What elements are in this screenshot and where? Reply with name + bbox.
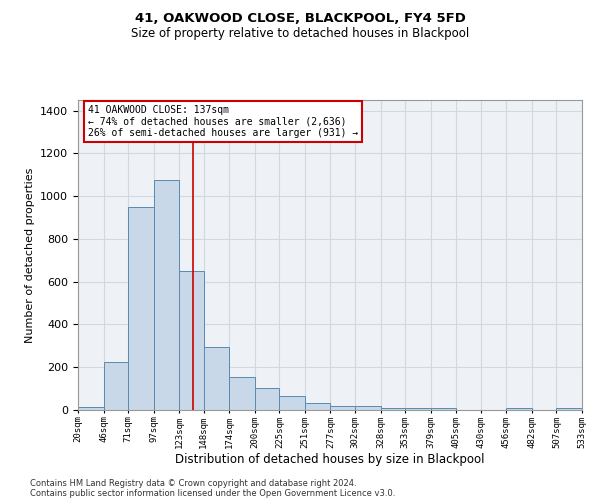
Y-axis label: Number of detached properties: Number of detached properties (25, 168, 35, 342)
Bar (280, 396, 305, 410)
Bar (506, 408, 532, 410)
Bar (305, 402, 331, 410)
Bar (355, 406, 380, 410)
Text: Contains HM Land Registry data © Crown copyright and database right 2024.: Contains HM Land Registry data © Crown c… (30, 479, 356, 488)
Bar (556, 408, 582, 410)
Bar (104, 362, 128, 410)
Bar (179, 271, 204, 410)
Bar (380, 408, 405, 410)
Bar (78, 407, 104, 410)
Bar (204, 347, 229, 410)
Bar (154, 180, 179, 410)
Bar (255, 388, 280, 410)
Bar (229, 377, 255, 410)
Text: 41, OAKWOOD CLOSE, BLACKPOOL, FY4 5FD: 41, OAKWOOD CLOSE, BLACKPOOL, FY4 5FD (134, 12, 466, 26)
Text: Size of property relative to detached houses in Blackpool: Size of property relative to detached ho… (131, 28, 469, 40)
Bar (405, 408, 431, 410)
Bar (331, 406, 355, 410)
Bar (431, 408, 456, 410)
Text: 41 OAKWOOD CLOSE: 137sqm
← 74% of detached houses are smaller (2,636)
26% of sem: 41 OAKWOOD CLOSE: 137sqm ← 74% of detach… (88, 104, 358, 138)
Text: Contains public sector information licensed under the Open Government Licence v3: Contains public sector information licen… (30, 489, 395, 498)
Bar (128, 207, 154, 410)
Text: Distribution of detached houses by size in Blackpool: Distribution of detached houses by size … (175, 452, 485, 466)
